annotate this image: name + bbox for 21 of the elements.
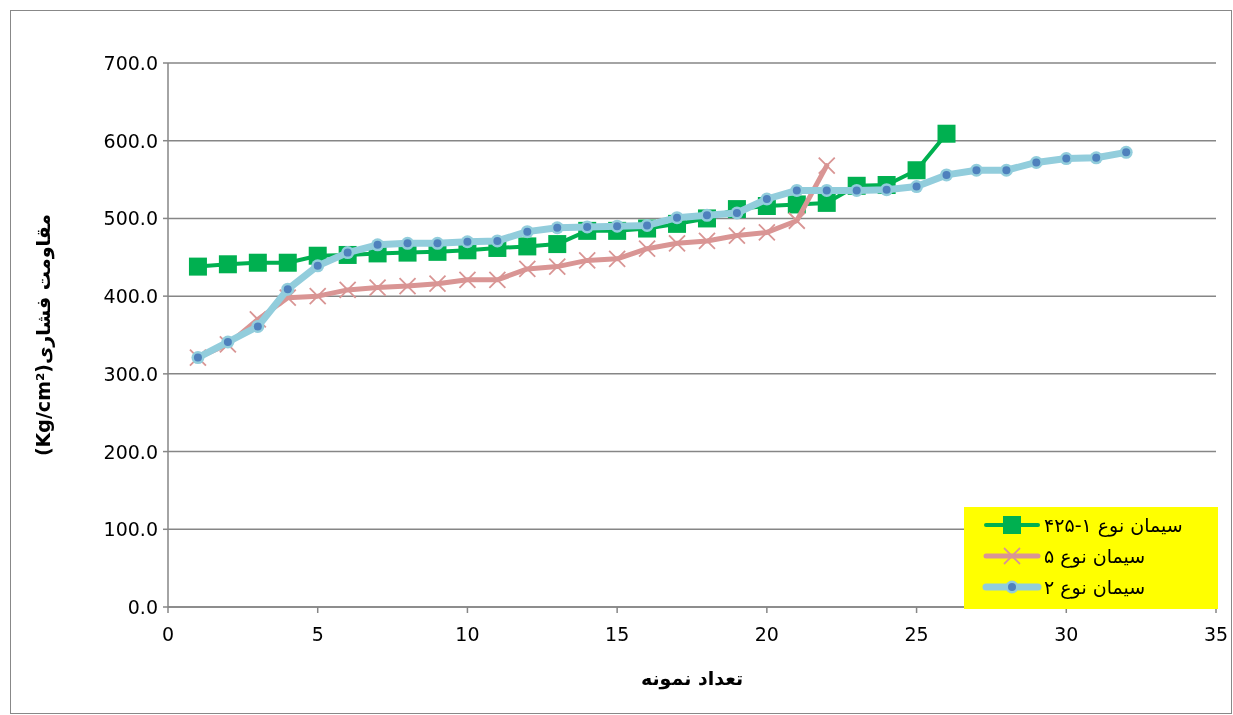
y-axis-title: مقاومت فشاری(Kg/cm²) (32, 213, 55, 457)
x-axis-title: تعداد نمونه (640, 667, 744, 690)
y-tick-label: 400.0 (103, 285, 158, 308)
x-tick-label: 15 (605, 623, 630, 645)
y-tick-label: 0.0 (127, 596, 158, 618)
x-tick-label: 0 (161, 623, 175, 645)
x-tick-label: 10 (455, 623, 480, 645)
y-tick-label: 700.0 (103, 52, 158, 74)
x-tick-label: 35 (1203, 623, 1229, 645)
legend-label: سیمان نوع ۲ (1044, 576, 1146, 599)
x-tick-label: 25 (904, 623, 929, 645)
y-tick-label: 500.0 (103, 207, 158, 230)
y-tick-label: 300.0 (103, 362, 158, 385)
y-tick-label: 100.0 (103, 518, 158, 541)
legend-label: سیمان نوع ۱-۴۲۵ (1044, 514, 1183, 537)
y-tick-label: 600.0 (103, 129, 158, 152)
x-tick-label: 20 (754, 623, 779, 645)
x-tick-label: 30 (1054, 623, 1079, 645)
y-tick-label: 200.0 (103, 440, 158, 463)
legend-label: سیمان نوع ۵ (1044, 545, 1146, 568)
x-tick-label: 5 (311, 623, 324, 645)
